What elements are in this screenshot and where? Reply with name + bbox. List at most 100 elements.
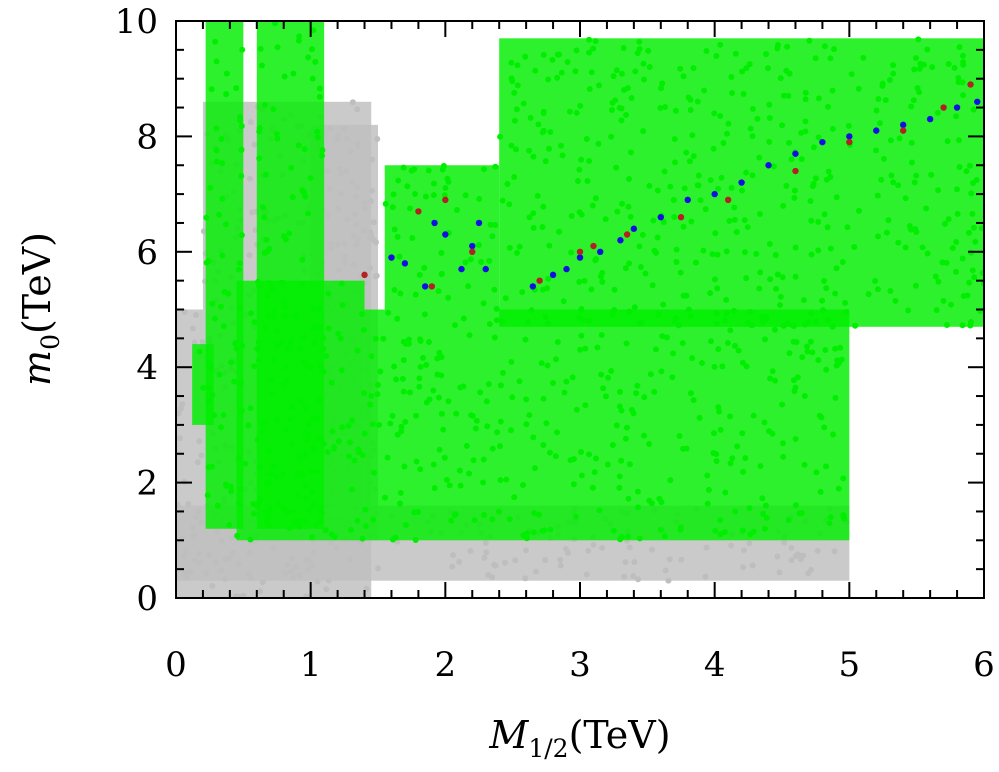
- green-point: [772, 251, 779, 258]
- green-point: [744, 319, 751, 326]
- green-point: [259, 62, 266, 69]
- green-point: [319, 147, 326, 154]
- y-tick-label: 0: [136, 579, 158, 619]
- green-point: [821, 43, 828, 50]
- blue-point: [475, 219, 483, 227]
- green-point: [267, 470, 274, 477]
- gray-point: [354, 106, 361, 113]
- green-point: [707, 177, 714, 184]
- green-point: [577, 102, 584, 109]
- gray-point: [310, 550, 317, 557]
- green-point: [438, 270, 445, 277]
- green-point: [274, 135, 281, 142]
- green-point: [924, 46, 931, 53]
- green-point: [402, 418, 409, 425]
- green-point: [672, 107, 679, 114]
- green-point: [442, 184, 449, 191]
- green-point: [236, 260, 243, 267]
- green-point: [616, 104, 623, 111]
- green-point: [783, 182, 790, 189]
- green-point: [619, 200, 626, 207]
- gray-point: [194, 459, 201, 466]
- green-point: [460, 383, 467, 390]
- green-point: [727, 460, 734, 467]
- gray-point: [482, 540, 489, 547]
- gray-point: [192, 312, 199, 319]
- green-point: [554, 51, 561, 58]
- green-point: [206, 361, 213, 368]
- y-tick-label: 6: [136, 233, 158, 273]
- green-point: [323, 352, 330, 359]
- green-point: [237, 117, 244, 124]
- green-point: [658, 368, 665, 375]
- gray-point: [369, 187, 376, 194]
- green-point: [823, 176, 830, 183]
- gray-point: [176, 410, 182, 417]
- green-point: [489, 516, 496, 523]
- green-point: [499, 197, 506, 204]
- green-point: [774, 42, 781, 49]
- green-point: [713, 451, 720, 458]
- green-point: [945, 216, 952, 223]
- green-point: [802, 89, 809, 96]
- green-point: [959, 255, 966, 262]
- blue-point: [684, 196, 691, 204]
- green-point: [212, 38, 219, 45]
- green-point: [848, 71, 855, 78]
- green-point: [710, 430, 717, 437]
- green-point: [676, 432, 683, 439]
- green-point: [902, 195, 909, 202]
- green-point: [320, 368, 327, 375]
- green-point: [554, 339, 561, 346]
- gray-point: [678, 556, 685, 563]
- green-point: [417, 338, 424, 345]
- green-point: [354, 517, 361, 524]
- green-point: [963, 168, 970, 175]
- gray-point: [788, 544, 795, 551]
- green-point: [766, 115, 773, 122]
- green-point: [780, 453, 787, 460]
- green-point: [885, 217, 892, 224]
- green-point: [255, 357, 262, 364]
- green-point: [558, 69, 565, 76]
- green-point: [729, 455, 736, 462]
- gray-point: [353, 193, 360, 200]
- green-point: [757, 269, 764, 276]
- green-point: [445, 294, 452, 301]
- green-point: [497, 133, 504, 140]
- green-point: [389, 412, 396, 419]
- green-point: [790, 377, 797, 384]
- green-point: [291, 311, 298, 318]
- green-point: [576, 166, 583, 173]
- gray-point: [542, 557, 549, 564]
- blue-point: [873, 127, 880, 134]
- red-point: [967, 81, 974, 88]
- green-point: [544, 362, 551, 369]
- green-point: [832, 394, 839, 401]
- green-point: [315, 305, 322, 312]
- gray-point: [181, 309, 188, 316]
- green-point: [527, 114, 534, 121]
- green-point: [205, 464, 212, 471]
- green-point: [530, 153, 537, 160]
- green-point: [496, 508, 503, 515]
- green-point: [293, 472, 300, 479]
- green-point: [539, 527, 546, 534]
- green-point: [466, 470, 473, 477]
- green-point: [827, 514, 834, 521]
- gray-point: [621, 573, 628, 580]
- points-layer: [176, 21, 984, 598]
- green-point: [304, 363, 311, 370]
- green-point: [940, 297, 947, 304]
- green-point: [445, 398, 452, 405]
- green-point: [422, 193, 429, 200]
- gray-point: [599, 544, 606, 551]
- green-point: [661, 168, 668, 175]
- green-point: [731, 204, 738, 211]
- green-point: [935, 278, 942, 285]
- green-point: [528, 307, 535, 314]
- green-point: [608, 367, 615, 374]
- green-point: [530, 210, 537, 217]
- green-point: [760, 318, 767, 325]
